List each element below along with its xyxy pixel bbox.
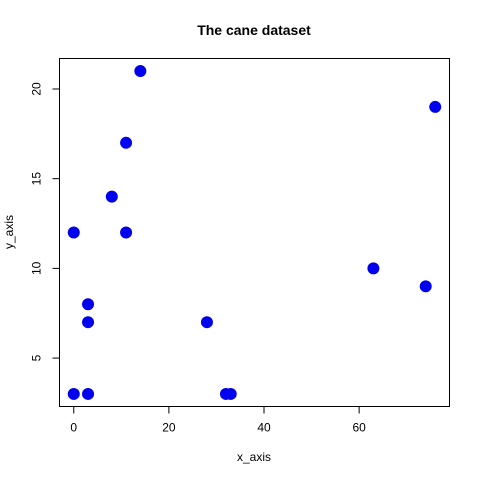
x-axis: 0 20 40 60 [70, 406, 366, 435]
y-tick-label: 5 [30, 354, 44, 361]
y-tick-label: 20 [30, 82, 44, 96]
data-point [105, 190, 118, 203]
data-point [67, 226, 80, 239]
data-point [367, 262, 380, 275]
data-point [134, 65, 147, 78]
data-points [67, 65, 442, 400]
data-point [82, 316, 95, 329]
data-point [82, 298, 95, 311]
y-tick-label: 10 [30, 261, 44, 275]
data-point [429, 100, 442, 113]
y-tick-label: 15 [30, 172, 44, 186]
data-point [67, 387, 80, 400]
x-axis-label: x_axis [237, 450, 271, 464]
chart-title: The cane dataset [197, 22, 311, 38]
data-point [120, 136, 133, 149]
data-point [419, 280, 432, 293]
data-point [200, 316, 213, 329]
data-point [224, 387, 237, 400]
plot-frame [59, 58, 450, 407]
y-axis: 5 10 15 20 [30, 82, 60, 361]
x-tick-label: 60 [352, 421, 366, 435]
data-point [120, 226, 133, 239]
data-point [82, 387, 95, 400]
x-tick-label: 0 [70, 421, 77, 435]
x-tick-label: 40 [257, 421, 271, 435]
x-tick-label: 20 [162, 421, 176, 435]
y-axis-label: y_axis [2, 215, 16, 249]
